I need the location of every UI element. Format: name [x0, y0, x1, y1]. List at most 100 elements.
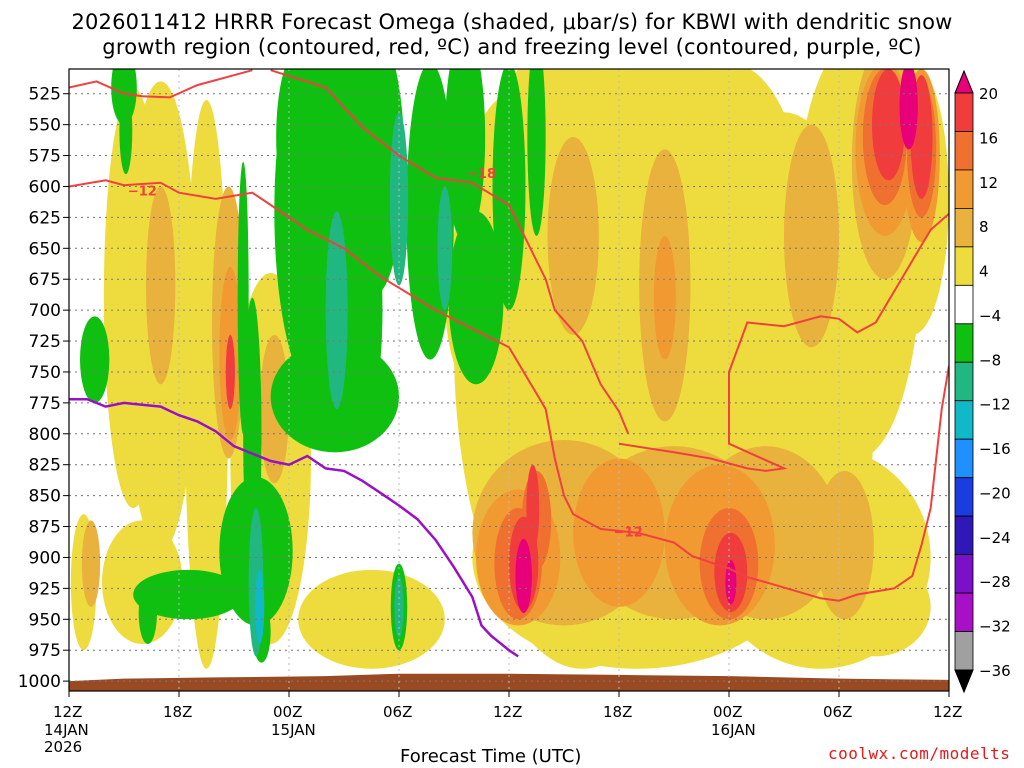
colorbar-label: 20 [979, 85, 998, 103]
chart-title: 2026011412 HRRR Forecast Omega (shaded, … [0, 10, 1024, 60]
y-tick-label: 800 [29, 425, 61, 445]
colorbar-label: −8 [979, 351, 1001, 369]
omega-region [527, 69, 546, 236]
colorbar-band [954, 438, 974, 479]
colorbar-label: 16 [979, 129, 998, 147]
y-tick-label: 625 [29, 208, 61, 228]
omega-region [325, 211, 348, 410]
omega-region [298, 569, 445, 669]
colorbar-band [954, 554, 974, 594]
colorbar-label: 12 [979, 174, 998, 192]
colorbar-band [954, 477, 974, 517]
colorbar-label: 8 [979, 218, 989, 236]
colorbar-band [954, 400, 974, 440]
omega-region [547, 137, 599, 335]
contour-label-12-lower: −12 [614, 526, 643, 541]
x-date-label: 16JAN [711, 721, 756, 739]
omega-region [133, 569, 244, 620]
colorbar-label: −12 [979, 396, 1011, 414]
colorbar-band [954, 515, 974, 556]
omega-region [225, 334, 235, 410]
y-tick-label: 850 [29, 487, 61, 507]
colorbar-label: −28 [979, 573, 1011, 591]
dgz-contour [69, 69, 253, 99]
freezing-level-contour [69, 397, 519, 658]
y-tick-label: 650 [29, 239, 61, 259]
y-tick-label: 575 [29, 147, 61, 167]
x-tick-label: 06Z [383, 703, 413, 721]
omega-region [515, 538, 532, 614]
x-date-label: 14JAN [44, 721, 89, 739]
y-tick-label: 925 [29, 579, 61, 599]
colorbar-band [954, 592, 974, 632]
omega-region [276, 69, 321, 224]
colorbar: 20 16 12 8 4 −4 −8 −12 −16 −20 −24 −28 −32 −36 [954, 69, 1011, 694]
y-tick-label: 825 [29, 456, 61, 476]
omega-region [526, 464, 540, 552]
colorbar-band [954, 246, 974, 286]
omega-region [255, 569, 265, 645]
title-line-2: growth region (contoured, red, ºC) and f… [102, 35, 922, 59]
x-tick-label: 12Z [933, 703, 963, 721]
y-tick-label: 950 [29, 610, 61, 630]
y-tick-label: 775 [29, 394, 61, 414]
omega-region [389, 112, 409, 286]
y-axis: 525 550 575 600 625 650 675 700 725 750 775 800 825 8… [18, 85, 69, 692]
omega-region [138, 582, 157, 645]
omega-shading [69, 69, 949, 691]
x-date-label: 15JAN [271, 721, 316, 739]
omega-region [146, 186, 176, 385]
colorbar-band [954, 631, 974, 671]
y-tick-label: 600 [29, 177, 61, 197]
colorbar-label: −24 [979, 529, 1011, 547]
colorbar-label: −32 [979, 618, 1011, 636]
omega-region [81, 520, 101, 607]
x-tick-label: 00Z [273, 703, 303, 721]
omega-region [899, 69, 918, 150]
colorbar-band [954, 92, 974, 132]
omega-region [394, 575, 404, 638]
y-tick-label: 725 [29, 332, 61, 352]
colorbar-band [954, 169, 974, 209]
colorbar-label: −36 [979, 662, 1011, 680]
x-axis-title: Forecast Time (UTC) [400, 746, 582, 767]
dgz-contour [270, 69, 630, 435]
x-tick-label: 00Z [713, 703, 743, 721]
omega-region [653, 235, 676, 360]
x-tick-label: 18Z [603, 703, 633, 721]
colorbar-band [954, 207, 974, 248]
y-tick-label: 900 [29, 548, 61, 568]
omega-region [815, 470, 874, 620]
omega-region [725, 559, 737, 605]
x-axis [68, 691, 950, 697]
omega-region [444, 69, 486, 243]
contour-lines [69, 69, 949, 658]
colorbar-band [954, 284, 974, 325]
omega-region [784, 124, 839, 348]
colorbar-label: 4 [979, 263, 989, 281]
y-tick-label: 875 [29, 518, 61, 538]
colorbar-top-arrow [954, 69, 974, 94]
x-tick-label: 06Z [823, 703, 853, 721]
grid-lines [69, 69, 949, 691]
omega-region [237, 161, 249, 434]
y-tick-label: 1000 [18, 672, 61, 692]
credit-link[interactable]: coolwx.com/modelts [828, 744, 1011, 763]
omega-region [80, 316, 110, 403]
y-tick-label: 975 [29, 641, 61, 661]
omega-region [872, 69, 905, 181]
omega-region [338, 69, 405, 298]
x-tick-label: 18Z [163, 703, 193, 721]
colorbar-bottom-arrow [954, 669, 974, 694]
x-date-label: 2026 [44, 738, 83, 756]
colorbar-label: −20 [979, 484, 1011, 502]
contour-label-18: −18 [467, 167, 496, 182]
y-tick-label: 700 [29, 301, 61, 321]
colorbar-band [954, 323, 974, 363]
colorbar-band [954, 361, 974, 402]
colorbar-band [954, 131, 974, 171]
y-tick-label: 550 [29, 116, 61, 136]
y-tick-label: 525 [29, 85, 61, 105]
omega-region [119, 87, 133, 175]
